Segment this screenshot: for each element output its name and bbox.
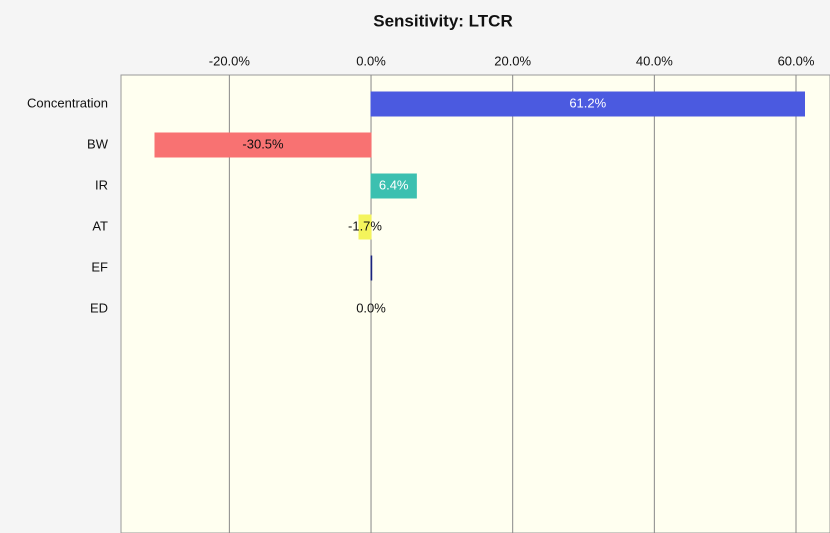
value-label: 6.4% (379, 177, 409, 192)
chart-title: Sensitivity: LTCR (373, 11, 512, 30)
bar (370, 173, 417, 199)
x-tick-label: 60.0% (778, 53, 815, 68)
value-label: 0.0% (356, 300, 386, 315)
bar (358, 214, 372, 240)
y-tick-label: Concentration (27, 95, 108, 110)
bar (370, 255, 373, 281)
x-tick-label: 20.0% (494, 53, 531, 68)
y-tick-label: AT (92, 218, 108, 233)
bar (154, 132, 372, 158)
value-label: -30.5% (242, 136, 284, 151)
x-tick-label: 40.0% (636, 53, 673, 68)
bar (370, 91, 806, 117)
x-tick-label: 0.0% (356, 53, 386, 68)
value-label: 61.2% (569, 95, 606, 110)
y-tick-label: BW (87, 136, 109, 151)
x-tick-label: -20.0% (209, 53, 251, 68)
y-tick-label: ED (90, 300, 108, 315)
y-tick-label: IR (95, 177, 108, 192)
value-label: -1.7% (348, 218, 382, 233)
y-tick-label: EF (91, 259, 108, 274)
